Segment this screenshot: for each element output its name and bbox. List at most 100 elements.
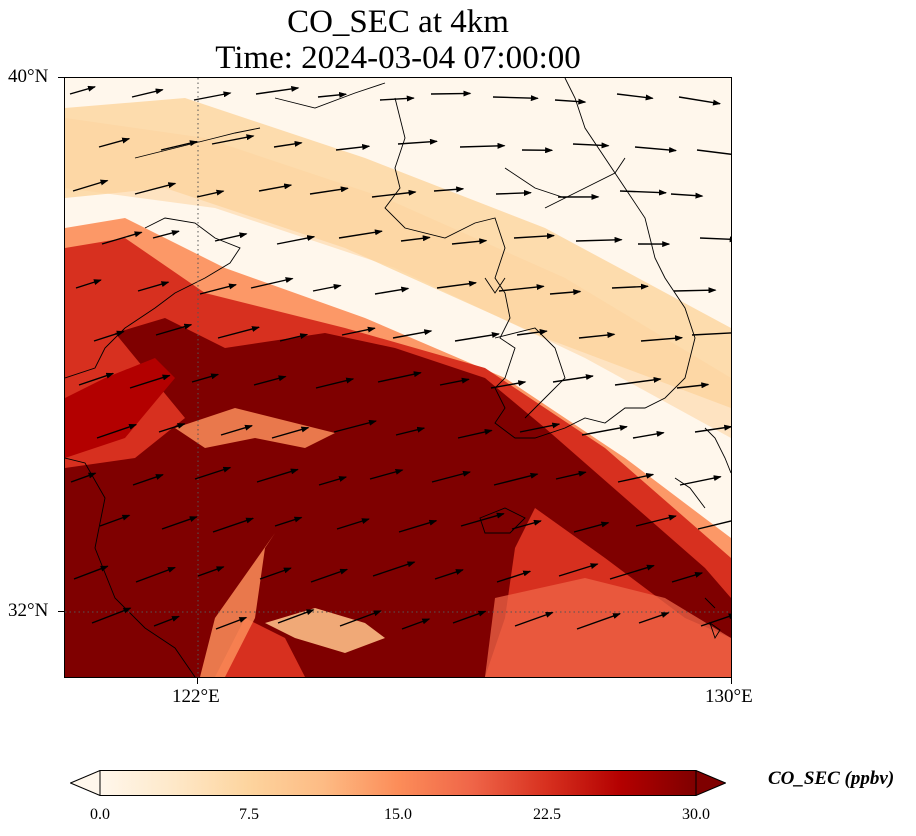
lat-label-32n: 32°N [8,600,49,621]
lon-tick-130e [731,678,732,684]
core-light-strip-1 [175,408,335,448]
lat-tick-32n [58,611,64,612]
wind-vectors [69,85,731,630]
wind-arrow [635,514,677,527]
wind-arrow [369,468,404,480]
plume-core [65,318,731,677]
wind-arrow [395,426,426,436]
wind-arrow [253,375,287,386]
wind-arrow [490,380,527,389]
wind-arrow [555,470,587,480]
wind-arrow [158,423,186,433]
wind-arrow [430,90,472,97]
wind-arrow [632,430,665,439]
wind-arrow [552,374,594,383]
plume-band-light-2 [65,118,731,438]
colorbar-tick-4: 30.0 [682,806,710,823]
wind-arrow [274,516,303,527]
wind-arrow [457,429,493,439]
wind-arrow [392,329,433,339]
colorbar-tick-1: 7.5 [239,806,259,823]
wind-arrow [199,283,237,295]
wind-arrow [155,323,193,336]
wind-arrow [309,186,349,195]
wind-arrow [273,140,303,148]
wind-arrow [153,615,180,627]
wind-arrow [694,424,731,433]
wind-arrow [152,230,180,239]
wind-arrow [581,425,628,436]
wind-arrow [619,189,667,196]
wind-arrow [691,332,731,336]
wind-arrow [318,476,348,486]
wind-arrow [617,472,655,483]
wind-arrow [493,472,539,486]
wind-arrow [372,561,416,577]
wind-arrow [250,277,294,289]
wind-arrow [433,186,465,193]
wind-arrow [75,279,102,289]
wind-arrow [439,377,470,386]
wind-arrow [91,607,132,624]
colorbar-gradient [99,770,697,796]
colorbar-tick-3: 22.5 [533,806,561,823]
lon-tick-122e [197,678,198,684]
map-title-line2: Time: 2024-03-04 07:00:00 [215,40,581,76]
wind-arrow [516,329,548,336]
wind-arrow [616,93,654,101]
wind-arrow [514,611,554,627]
map-title-line1: CO_SEC at 4km [287,4,509,40]
wind-arrow [135,566,176,583]
co-concentration-map [65,78,731,677]
wind-arrow [315,377,355,389]
wind-arrow [671,572,704,583]
wind-arrow [131,88,164,98]
wind-arrow [379,95,415,102]
wind-arrow [377,371,422,383]
wind-arrow [215,616,248,630]
wind-arrow [634,146,677,153]
lon-label-130e: 130°E [705,686,753,707]
wind-arrow [339,610,382,627]
wind-arrow [312,283,342,292]
wind-arrow [397,138,438,145]
colorbar-max-extend [695,770,726,796]
wind-arrow [93,330,125,342]
lat-tick-40n [58,77,64,78]
colorbar-min-extend [70,770,101,796]
lon-label-122e: 122°E [172,686,220,707]
wind-arrow [614,376,662,386]
wind-arrow [99,514,131,527]
wind-arrow [697,520,731,530]
wind-arrow [700,613,731,627]
wind-arrow [575,236,623,243]
wind-arrow [452,610,487,624]
wind-arrow [259,567,292,580]
colorbar [70,770,726,796]
wind-arrow [371,189,417,198]
wind-arrow [401,618,431,630]
wind-arrow [576,613,621,630]
wind-arrow [699,236,731,243]
wind-arrow [279,333,309,342]
southeast-plume [485,578,731,677]
wind-arrow [676,382,710,389]
wind-arrow [434,569,464,580]
wind-arrow [679,475,722,486]
colorbar-label: CO_SEC (ppbv) [768,768,895,789]
wind-arrow [498,284,545,292]
wind-arrow [78,372,115,386]
wind-arrow [277,609,315,624]
wind-arrow [197,566,225,577]
colorbar-tick-2: 15.0 [384,806,412,823]
wind-arrow [258,183,293,192]
wind-arrow [196,189,225,198]
wind-arrow [336,518,370,530]
wind-arrow [212,517,255,533]
wind-arrow [451,238,488,245]
wind-arrow [573,521,610,533]
wind-arrow [137,281,170,292]
wind-arrow [640,335,684,342]
wind-arrow [129,374,171,389]
colorbar-tick-0: 0.0 [90,806,110,823]
